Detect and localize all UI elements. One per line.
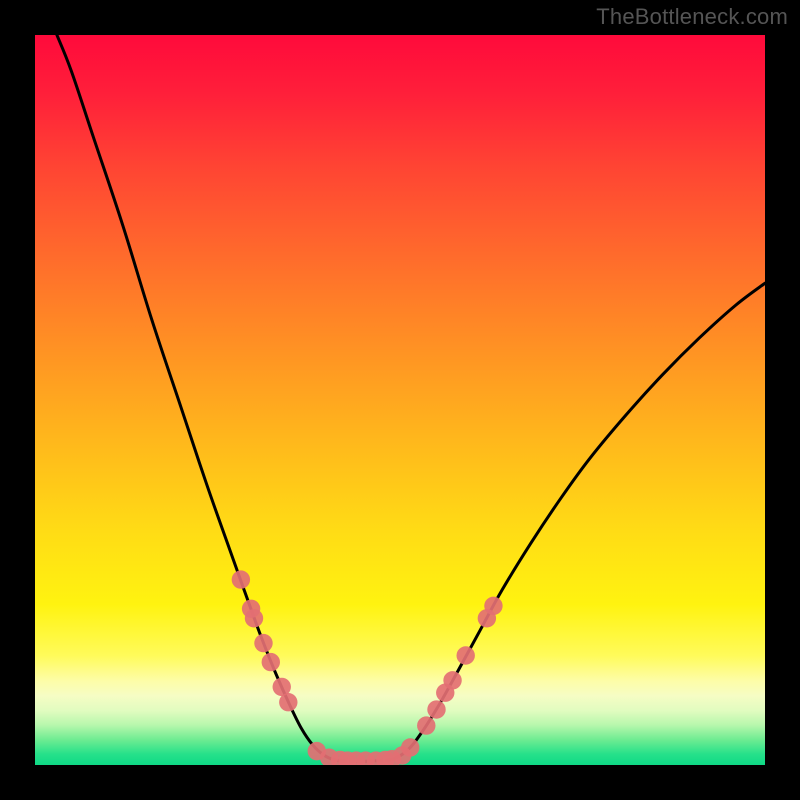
bottleneck-chart — [0, 0, 800, 800]
chart-stage: TheBottleneck.com — [0, 0, 800, 800]
data-marker — [417, 716, 435, 734]
plot-background — [35, 35, 765, 765]
data-marker — [245, 609, 263, 627]
data-marker — [262, 653, 280, 671]
data-marker — [427, 700, 445, 718]
data-marker — [443, 671, 461, 689]
data-marker — [484, 597, 502, 615]
data-marker — [401, 738, 419, 756]
data-marker — [232, 570, 250, 588]
data-marker — [254, 634, 272, 652]
watermark-label: TheBottleneck.com — [596, 4, 788, 30]
data-marker — [279, 693, 297, 711]
data-marker — [457, 646, 475, 664]
